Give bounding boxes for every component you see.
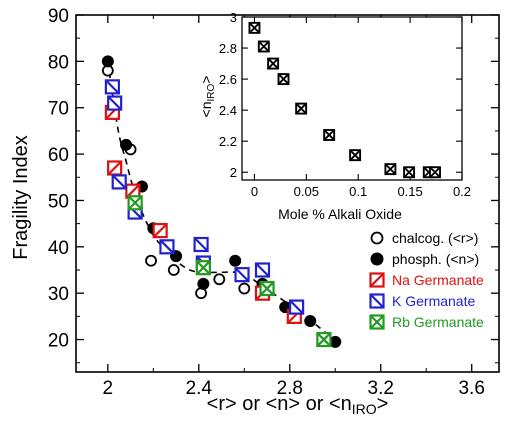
- inset-plot: 0 0.05 0.1 0.15 0.2 2 2.2 2.4 2.6 2.8 3 Mole % Alka…: [198, 10, 471, 222]
- data-point: [197, 277, 210, 290]
- inset-y-tick-label: 2.8: [219, 41, 237, 56]
- legend-marker: [370, 231, 384, 245]
- inset-x-tick-label: 0: [251, 184, 258, 199]
- inset-data-point: [277, 73, 290, 86]
- y-tick-label: 70: [48, 99, 69, 120]
- series-rb: [127, 195, 332, 348]
- inset-data-point: [403, 166, 416, 179]
- x-axis-label-end: >: [377, 393, 389, 415]
- inset-data-point: [295, 102, 308, 115]
- data-point: [229, 254, 242, 267]
- data-point: [195, 260, 211, 276]
- data-point: [101, 55, 114, 68]
- x-tick-label: 2.4: [186, 378, 213, 399]
- data-point: [152, 222, 168, 239]
- y-tick-label: 20: [48, 331, 69, 352]
- inset-data-point: [267, 57, 280, 70]
- main-plot-frame: [75, 14, 500, 373]
- x-tick-label: 2.8: [277, 378, 303, 399]
- inset-data-point: [349, 149, 362, 162]
- y-tick-label: 80: [48, 52, 69, 73]
- legend-marker: [369, 293, 385, 309]
- inset-y-tick-label: 2: [230, 165, 237, 180]
- legend-marker: [370, 252, 384, 266]
- legend-label: Rb Germanate: [392, 314, 484, 330]
- series-phosph: [101, 55, 342, 348]
- data-point: [193, 236, 209, 253]
- legend-marker: [369, 314, 385, 330]
- data-point: [304, 315, 317, 327]
- data-point: [120, 138, 133, 151]
- data-point: [107, 95, 123, 111]
- legend-label: K Germanate: [392, 293, 475, 309]
- data-point: [254, 262, 271, 278]
- data-point: [238, 282, 251, 295]
- inset-y-axis-label: <nIRO>: [198, 76, 217, 118]
- legend-label: chalcog. (<r>): [392, 230, 478, 246]
- data-point: [145, 254, 157, 267]
- legend-label: phosph. (<n>): [392, 251, 479, 267]
- inset-x-tick-label: 0.05: [294, 184, 319, 199]
- inset-y-axis-label-main: <n: [198, 102, 214, 118]
- x-axis-label-main: <r> or <n> or <n: [207, 393, 352, 415]
- legend-marker: [369, 272, 385, 288]
- data-point: [104, 79, 120, 95]
- inset-y-tick-label: 3: [230, 10, 237, 25]
- inset-y-tick-label: 2.4: [219, 103, 237, 118]
- inset-y-tick-label: 2.6: [219, 72, 237, 87]
- inset-data-point: [384, 163, 397, 176]
- y-tick-label: 30: [48, 284, 69, 305]
- data-point: [234, 267, 250, 283]
- y-axis-label: Fragility Index: [10, 135, 32, 260]
- inset-data-point: [429, 166, 441, 179]
- inset-data-point: [248, 21, 261, 34]
- data-point: [111, 174, 127, 190]
- x-axis-label: <r> or <n> or <nIRO>: [207, 393, 389, 417]
- inset-x-tick-label: 0.1: [349, 184, 367, 199]
- y-tick-label: 60: [48, 145, 69, 166]
- x-tick-label: 2: [103, 378, 114, 399]
- x-tick-label: 3.2: [368, 378, 394, 399]
- inset-series: [248, 21, 441, 179]
- data-point: [127, 195, 143, 211]
- inset-y-axis-label-end: >: [198, 76, 214, 84]
- inset-y-tick-label: 2.2: [219, 134, 237, 149]
- x-axis-label-sub: IRO: [352, 401, 377, 417]
- y-tick-label: 90: [48, 6, 69, 27]
- x-tick-label: 3.6: [458, 378, 484, 399]
- data-point: [213, 273, 226, 286]
- inset-x-tick-label: 0.15: [397, 184, 422, 199]
- inset-x-axis-label: Mole % Alkali Oxide: [278, 206, 402, 222]
- inset-y-axis-label-sub: IRO: [206, 84, 217, 102]
- data-point: [259, 280, 275, 297]
- y-tick-label: 50: [48, 191, 69, 212]
- inset-data-point: [257, 40, 270, 53]
- inset-data-point: [323, 129, 336, 141]
- legend-label: Na Germanate: [392, 272, 484, 288]
- data-point: [159, 239, 175, 255]
- legend: chalcog. (<r>) phosph. (<n>) Na Germanate K…: [369, 230, 484, 330]
- data-point: [107, 160, 123, 176]
- series-chalcog: [101, 64, 251, 300]
- data-point: [288, 299, 305, 315]
- inset-x-tick-label: 0.2: [453, 184, 471, 199]
- y-tick-label: 40: [48, 238, 69, 259]
- data-point: [167, 264, 180, 276]
- data-point: [316, 331, 332, 348]
